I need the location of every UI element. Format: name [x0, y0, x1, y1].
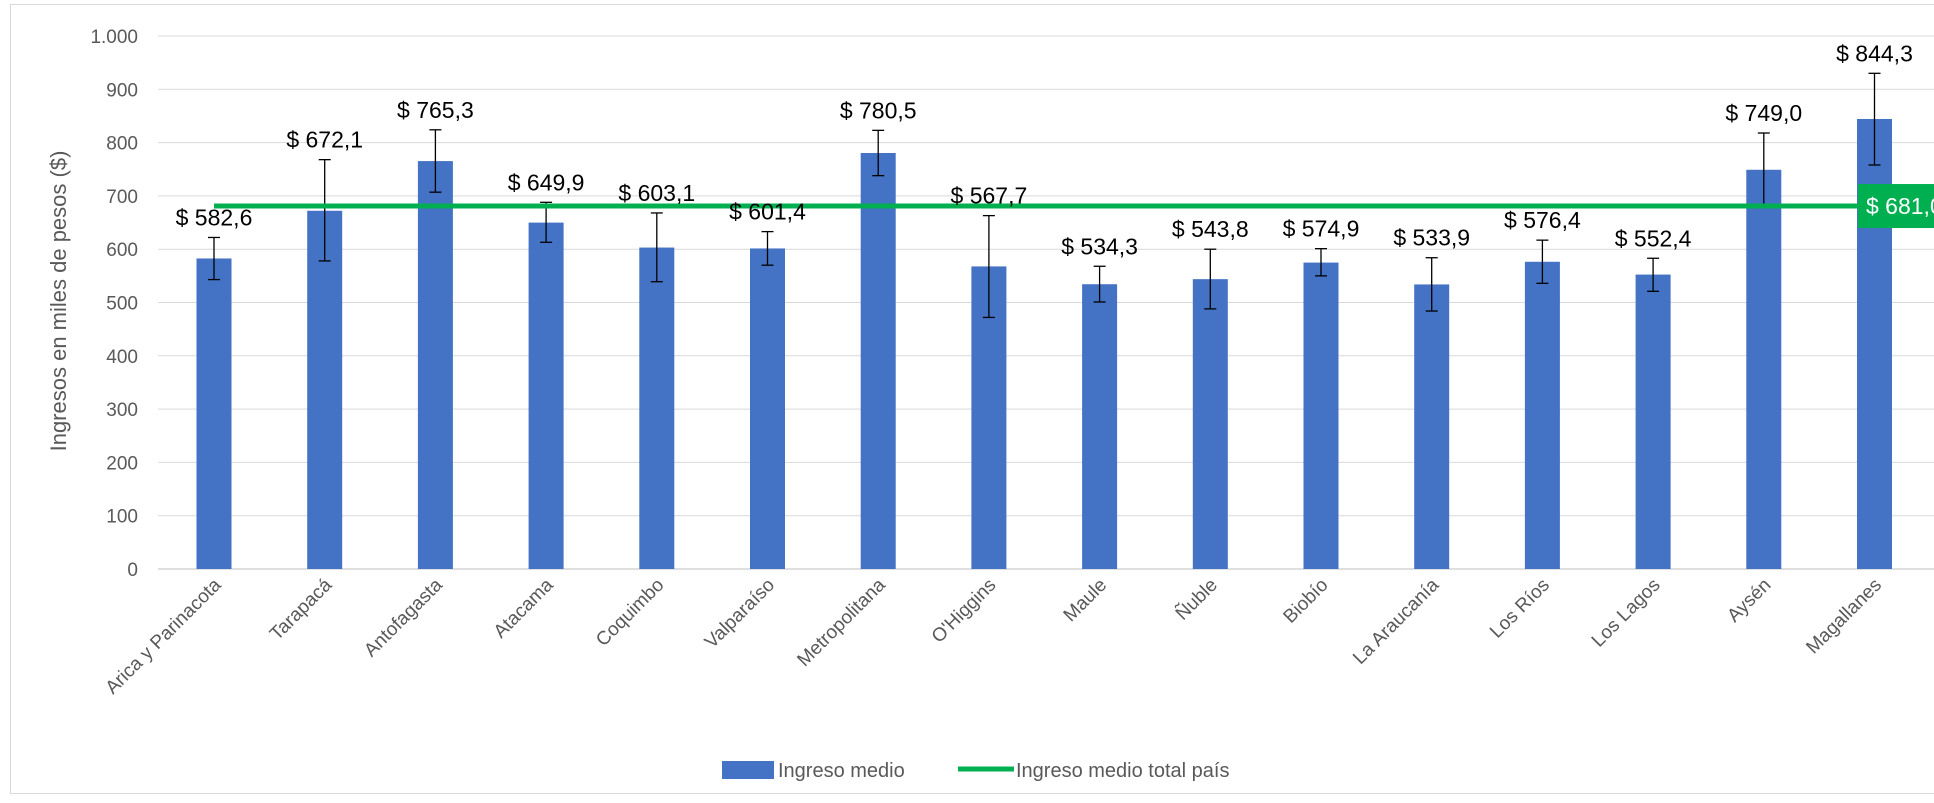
- bar: [860, 152, 896, 569]
- bar: [307, 210, 343, 570]
- y-tick-label: 400: [106, 347, 138, 368]
- data-label: $ 672,1: [286, 127, 363, 153]
- y-axis-ticks: 0 100 200 300 400 500 600 700 800 900 1.000: [90, 27, 138, 581]
- x-tick-label: O'Higgins: [928, 575, 1001, 648]
- error-bar: [1204, 248, 1217, 310]
- bar: [528, 222, 564, 569]
- x-tick-label: Arica y Parinacota: [102, 574, 226, 698]
- y-tick-label: 0: [127, 560, 138, 581]
- average-line-label-bg: [1858, 184, 1934, 229]
- data-label: $ 603,1: [618, 180, 695, 206]
- y-tick-label: 1.000: [90, 27, 138, 48]
- data-label: $ 552,4: [1615, 225, 1692, 251]
- error-bar: [208, 236, 220, 281]
- bar: [417, 161, 453, 569]
- bar: [1414, 284, 1450, 569]
- data-label: $ 649,9: [508, 169, 585, 195]
- legend: Ingreso medio Ingreso medio total país: [722, 760, 1229, 782]
- bar: [1746, 169, 1782, 569]
- error-bar: [872, 129, 885, 177]
- y-tick-label: 900: [106, 80, 138, 101]
- bar: [1635, 274, 1671, 569]
- y-tick-label: 700: [106, 187, 138, 208]
- y-axis-title: Ingresos en miles de pesos ($): [46, 151, 71, 452]
- error-bar: [1425, 257, 1438, 312]
- data-label: $ 567,7: [951, 183, 1028, 209]
- legend-label-line: Ingreso medio total país: [1016, 760, 1229, 782]
- error-bar: [318, 159, 331, 262]
- error-bar: [650, 212, 663, 283]
- data-label: $ 543,8: [1172, 216, 1249, 242]
- data-label: $ 844,3: [1836, 40, 1913, 66]
- error-bar: [761, 230, 774, 266]
- legend-swatch-bars: [722, 761, 774, 779]
- bar: [1303, 262, 1339, 569]
- x-tick-label: Magallanes: [1802, 575, 1886, 659]
- data-label: $ 780,5: [840, 97, 917, 123]
- error-bar: [1315, 248, 1327, 277]
- error-bar: [429, 129, 442, 193]
- error-bar: [1093, 265, 1106, 303]
- error-bar: [1536, 239, 1549, 284]
- x-tick-label: Ñuble: [1171, 574, 1222, 625]
- y-tick-label: 600: [106, 240, 138, 261]
- x-tick-label: Antofagasta: [360, 574, 447, 661]
- x-tick-label: La Araucanía: [1349, 574, 1443, 668]
- x-tick-label: Maule: [1060, 575, 1111, 626]
- gridlines: [158, 35, 1934, 570]
- data-label: $ 582,6: [176, 204, 253, 230]
- error-bars: [208, 72, 1881, 319]
- y-tick-label: 800: [106, 134, 138, 155]
- data-label: $ 533,9: [1393, 225, 1470, 251]
- x-tick-label: Tarapacá: [266, 574, 336, 644]
- x-axis-ticks: Arica y Parinacota Tarapacá Antofagasta Ata…: [102, 574, 1886, 699]
- bar: [1082, 284, 1118, 569]
- x-tick-label: Los Lagos: [1588, 575, 1665, 652]
- data-label: $ 574,9: [1283, 216, 1360, 242]
- bar: [750, 248, 785, 569]
- x-tick-label: Los Ríos: [1486, 575, 1554, 643]
- y-tick-label: 100: [106, 507, 138, 528]
- legend-label-bars: Ingreso medio: [778, 760, 905, 782]
- data-label: $ 765,3: [397, 97, 474, 123]
- bar: [639, 247, 675, 569]
- data-label: $ 749,0: [1725, 100, 1802, 126]
- x-tick-label: Biobío: [1280, 575, 1333, 628]
- y-tick-label: 500: [106, 294, 138, 315]
- data-labels: $ 582,6 $ 672,1 $ 765,3 $ 649,9 $ 603,1 $ 601…: [176, 40, 1913, 259]
- x-tick-label: Coquimbo: [592, 575, 668, 651]
- average-line-label: $ 681,0: [1866, 193, 1934, 219]
- x-tick-label: Metropolitana: [793, 574, 890, 671]
- data-label: $ 576,4: [1504, 207, 1581, 233]
- x-tick-label: Aysén: [1723, 575, 1775, 627]
- bar: [196, 258, 232, 569]
- y-tick-label: 200: [106, 453, 138, 474]
- error-bar: [982, 214, 995, 319]
- bar: [1192, 279, 1228, 569]
- data-label: $ 534,3: [1061, 233, 1138, 259]
- average-line-group: $ 681,0: [214, 184, 1934, 229]
- error-bar: [540, 201, 553, 243]
- bar: [1524, 261, 1560, 569]
- error-bar: [1868, 72, 1881, 166]
- x-tick-label: Valparaíso: [701, 575, 779, 653]
- data-label: $ 601,4: [729, 199, 806, 225]
- bars-series: [196, 118, 1892, 570]
- error-bar: [1647, 257, 1660, 292]
- x-tick-label: Atacama: [490, 574, 558, 642]
- y-tick-label: 300: [106, 400, 138, 421]
